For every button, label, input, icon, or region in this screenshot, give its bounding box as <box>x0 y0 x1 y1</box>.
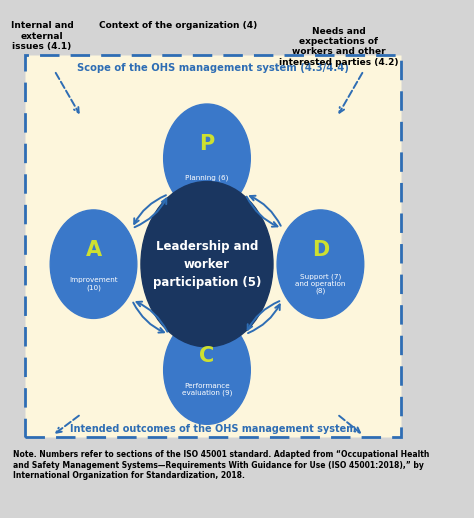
Text: P: P <box>200 134 215 154</box>
Text: Needs and
expectations of
workers and other
interested parties (4.2): Needs and expectations of workers and ot… <box>279 26 399 67</box>
FancyArrowPatch shape <box>56 73 79 112</box>
FancyArrowPatch shape <box>133 303 164 333</box>
Circle shape <box>164 104 250 212</box>
FancyBboxPatch shape <box>26 55 401 437</box>
Circle shape <box>50 210 137 319</box>
Text: Context of the organization (4): Context of the organization (4) <box>99 21 257 31</box>
Text: Support (7)
and operation
(8): Support (7) and operation (8) <box>295 274 346 294</box>
FancyArrowPatch shape <box>246 197 277 227</box>
FancyArrowPatch shape <box>247 301 279 330</box>
Text: C: C <box>200 346 215 366</box>
Text: Leadership and
worker
participation (5): Leadership and worker participation (5) <box>153 240 261 289</box>
FancyArrowPatch shape <box>250 196 281 226</box>
Text: Performance
evaluation (9): Performance evaluation (9) <box>182 383 232 396</box>
Text: Intended outcomes of the OHS management system: Intended outcomes of the OHS management … <box>70 424 356 435</box>
FancyArrowPatch shape <box>135 198 166 227</box>
Text: Internal and
external
issues (4.1): Internal and external issues (4.1) <box>10 21 73 51</box>
FancyArrowPatch shape <box>339 73 362 112</box>
FancyArrowPatch shape <box>134 195 166 224</box>
Circle shape <box>164 316 250 424</box>
FancyArrowPatch shape <box>137 301 167 332</box>
Text: Improvement
(10): Improvement (10) <box>69 277 118 291</box>
Circle shape <box>277 210 364 319</box>
FancyArrowPatch shape <box>248 305 280 333</box>
FancyArrowPatch shape <box>56 415 79 433</box>
Text: D: D <box>312 240 329 260</box>
Circle shape <box>141 181 273 347</box>
Text: Note. Numbers refer to sections of the ISO 45001 standard. Adapted from “Occupat: Note. Numbers refer to sections of the I… <box>13 450 429 480</box>
Text: A: A <box>85 240 101 260</box>
FancyArrowPatch shape <box>339 416 360 433</box>
Text: Scope of the OHS management system (4.3/4.4): Scope of the OHS management system (4.3/… <box>77 63 349 73</box>
Text: Planning (6): Planning (6) <box>185 175 228 181</box>
